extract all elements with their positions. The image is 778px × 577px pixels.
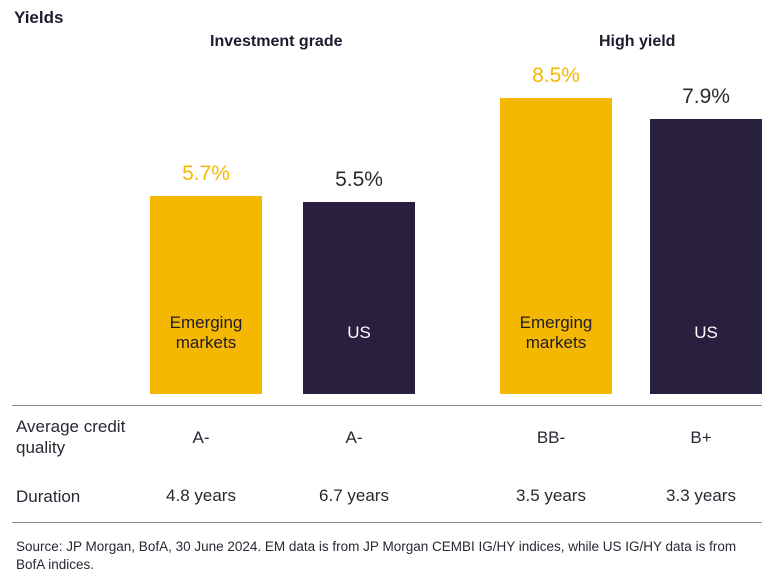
bar-us-1 (303, 202, 415, 394)
table-cell-r1-c0: 4.8 years (166, 486, 236, 505)
value-label-0: 5.7% (182, 161, 230, 185)
bar-category-label-3: US (694, 323, 718, 342)
table-cell-r0-c1: A- (345, 428, 363, 447)
value-label-2: 8.5% (532, 64, 580, 87)
row-label-credit-quality: Average credit quality (16, 417, 126, 457)
bar-category-label-1: US (347, 323, 371, 342)
bar-category-label-2: Emerging markets (519, 313, 593, 352)
source-note: Source: JP Morgan, BofA, 30 June 2024. E… (16, 539, 737, 572)
table-cell-r1-c3: 3.3 years (666, 486, 736, 505)
group-label-high-yield: High yield (599, 33, 676, 50)
baseline-divider (12, 405, 762, 406)
table-cell-r0-c0: A- (192, 428, 210, 447)
bar-us-3 (650, 118, 762, 394)
bar-category-label-0: Emerging markets (169, 313, 243, 352)
row-label-duration: Duration (16, 487, 81, 506)
value-label-3: 7.9% (682, 84, 730, 108)
value-label-1: 5.5% (335, 168, 383, 192)
chart-title: Yields (14, 8, 64, 27)
table-cell-r1-c2: 3.5 years (516, 486, 586, 505)
bar-emerging-markets-0 (150, 195, 262, 394)
group-label-investment-grade: Investment grade (210, 33, 343, 50)
bar-emerging-markets-2 (500, 98, 612, 394)
table-cell-r0-c2: BB- (536, 428, 566, 447)
table-cell-r0-c3: B+ (690, 428, 712, 447)
table-cell-r1-c1: 6.7 years (319, 486, 389, 505)
footer-divider (12, 522, 762, 523)
